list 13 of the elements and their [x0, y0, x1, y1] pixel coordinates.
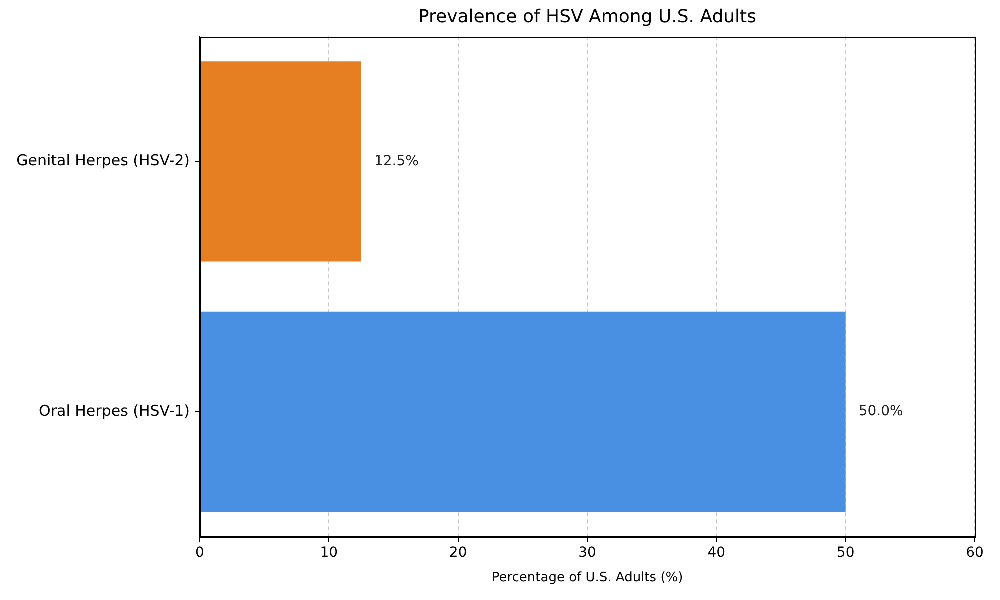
x-tick-label: 10: [320, 545, 338, 562]
data-label: 12.5%: [374, 153, 419, 170]
x-tick-label: 50: [836, 545, 855, 562]
chart-title: Prevalence of HSV Among U.S. Adults: [418, 6, 756, 28]
y-tick-label: Oral Herpes (HSV-1): [39, 402, 190, 420]
x-tick-label: 0: [196, 545, 204, 562]
data-label: 50.0%: [858, 404, 904, 420]
x-tick-label: 40: [708, 545, 726, 562]
x-tick-label: 60: [966, 545, 984, 562]
x-tick-label: 30: [578, 545, 596, 562]
x-axis-title: Percentage of U.S. Adults (%): [492, 570, 684, 586]
y-tick-label: Genital Herpes (HSV-2): [16, 152, 190, 170]
x-tick-label: 20: [449, 545, 468, 562]
